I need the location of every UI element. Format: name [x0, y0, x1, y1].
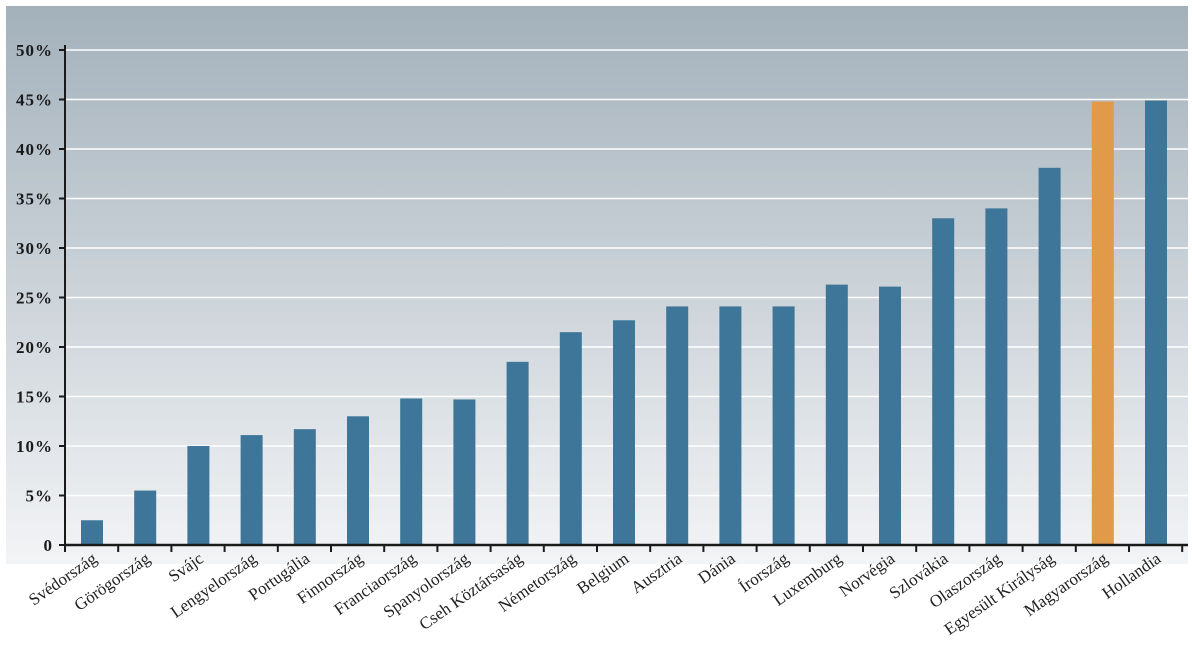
plot-background	[6, 6, 1188, 564]
bar-németország	[559, 332, 582, 545]
y-tick-label: 35%	[16, 190, 53, 209]
bar-portugália	[293, 429, 316, 545]
bar-svédország	[81, 520, 103, 545]
bar-hollandia	[1145, 100, 1167, 546]
y-tick-label: 20%	[16, 338, 53, 357]
y-tick-label: 25%	[16, 289, 53, 308]
y-tick-label: 50%	[16, 41, 53, 60]
bar-belgium	[613, 320, 635, 545]
y-tick-label: 5%	[26, 487, 54, 506]
bar-finnország	[347, 416, 369, 545]
y-tick-label: 30%	[16, 239, 53, 258]
bar-olaszország	[985, 208, 1008, 545]
bar-spanyolország	[453, 399, 476, 545]
bar-norvégia	[879, 286, 901, 545]
bars	[81, 100, 1167, 546]
y-tick-label: 10%	[16, 437, 53, 456]
axes	[59, 45, 1188, 552]
bar-írország	[772, 306, 795, 545]
bar-görögország	[134, 490, 157, 545]
bar-magyarország	[1091, 101, 1114, 545]
bar-lengyelország	[240, 435, 263, 545]
y-tick-label: 40%	[16, 140, 53, 159]
bar-franciaország	[400, 398, 423, 545]
bar-dánia	[719, 306, 742, 545]
bar-egyesült-királyság	[1038, 167, 1061, 545]
bar-cseh-köztársaság	[506, 361, 529, 545]
y-tick-label: 0	[44, 536, 54, 555]
y-tick-label: 45%	[16, 91, 53, 110]
y-tick-labels: 0 5% 10% 15% 20% 25% 30% 35% 40% 45% 50%	[16, 41, 54, 555]
bar-ausztria	[666, 306, 689, 545]
bar-luxemburg	[825, 284, 848, 545]
y-tick-label: 15%	[16, 388, 53, 407]
bar-svájc	[187, 446, 210, 545]
bar-szlovákia	[932, 218, 955, 546]
